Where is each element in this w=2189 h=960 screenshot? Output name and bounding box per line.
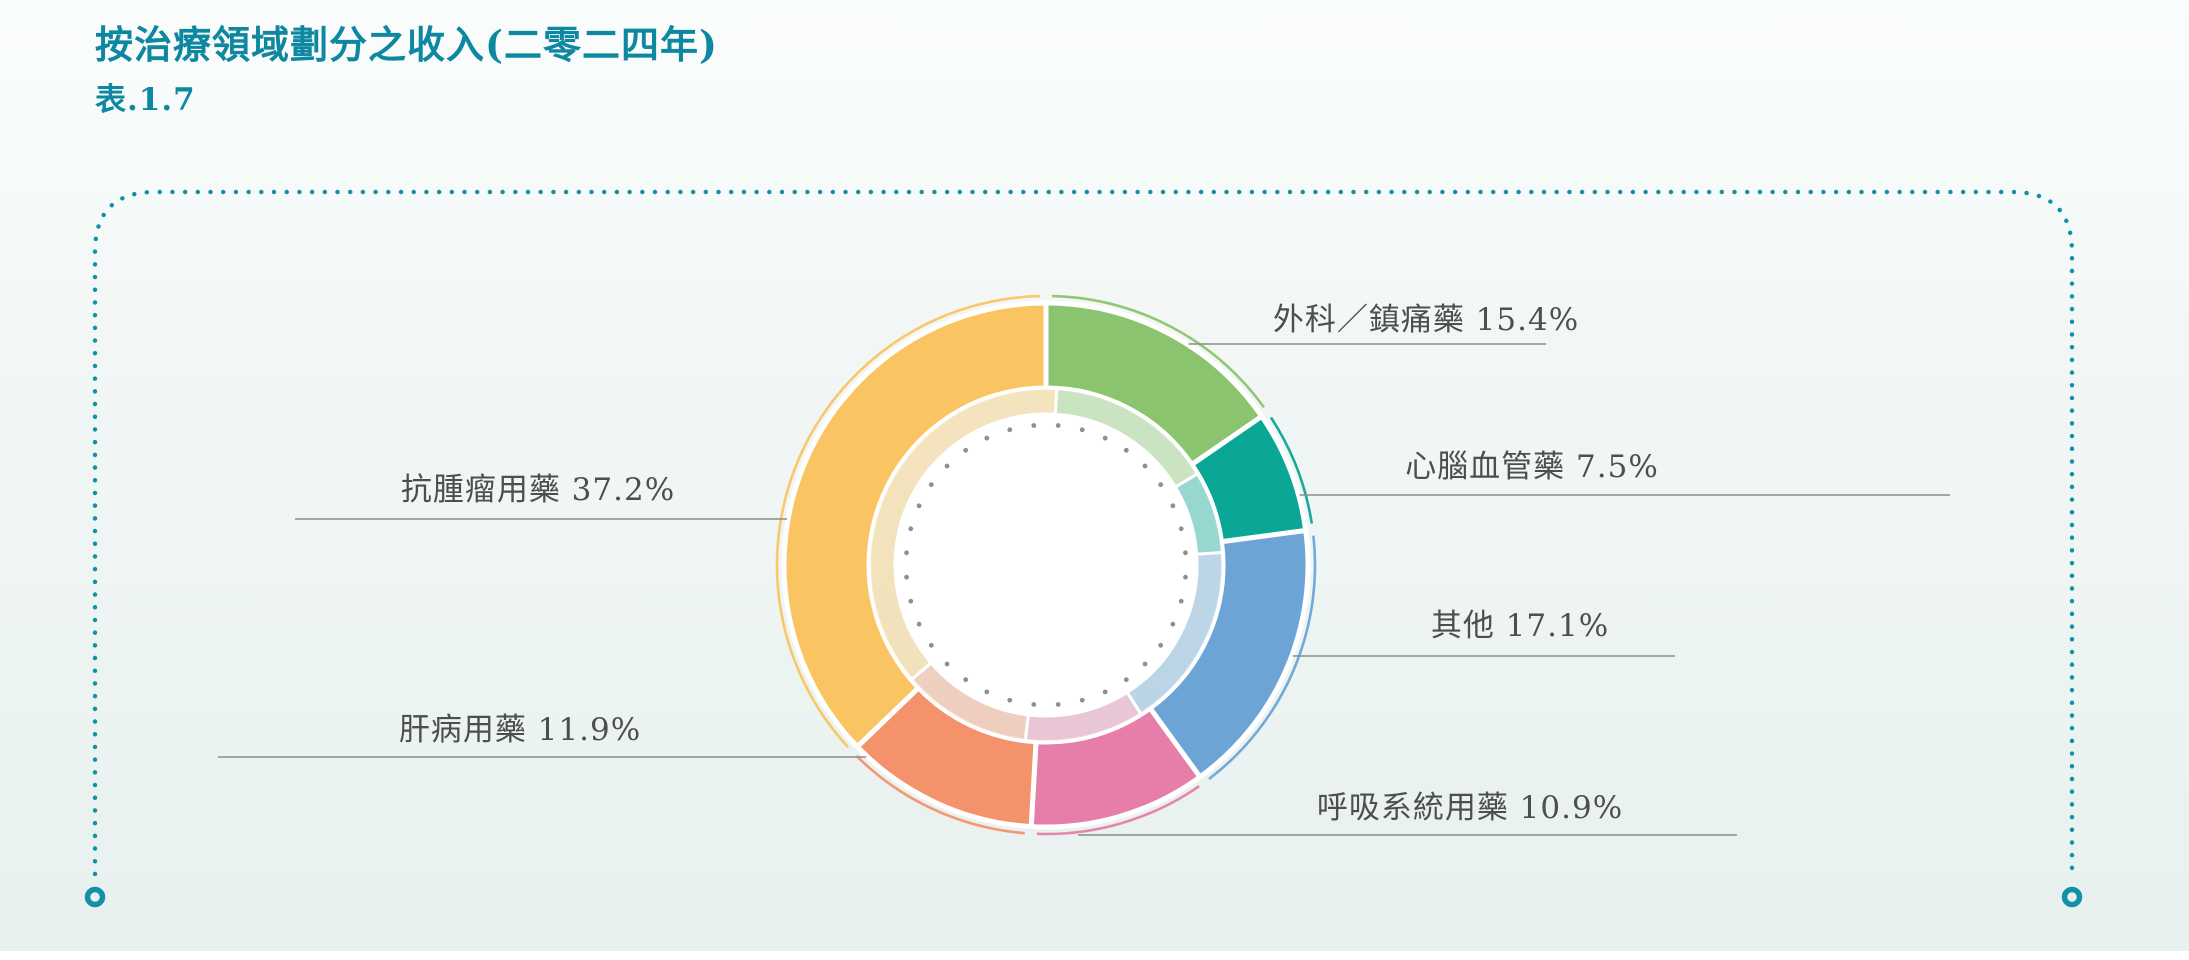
- dotted-frame-border: [92, 189, 2075, 877]
- center-dot: [1158, 482, 1164, 488]
- segment-labels: 外科／鎮痛藥 15.4% 心腦血管藥 7.5% 其他 17.1% 呼吸系統用藥 10.…: [399, 302, 1659, 826]
- bottom-white-strip: [0, 951, 2189, 960]
- center-dot: [1170, 621, 1176, 627]
- donut-halo-hepatic: [855, 755, 1025, 835]
- center-dot: [916, 621, 922, 627]
- center-dot: [1158, 642, 1164, 648]
- frame-endpoint-ring-left: [84, 886, 106, 908]
- center-dot: [1055, 702, 1061, 707]
- donut-center-disc: [894, 413, 1198, 717]
- center-dot: [1183, 550, 1188, 556]
- center-dot: [908, 598, 914, 604]
- center-dot: [1102, 689, 1108, 695]
- segment-label-surgery-analgesics: 外科／鎮痛藥 15.4%: [1273, 302, 1579, 338]
- donut-halo-respiratory: [1036, 785, 1200, 836]
- center-dot: [1183, 574, 1188, 580]
- center-dot: [1079, 697, 1085, 703]
- segment-label-hepatic: 肝病用藥 11.9%: [399, 712, 641, 748]
- center-dot: [963, 447, 969, 453]
- center-dot: [1079, 427, 1085, 433]
- center-dot: [944, 661, 950, 667]
- frame-endpoint-ring-right: [2061, 886, 2083, 908]
- center-dot: [984, 435, 990, 441]
- center-dot: [1142, 661, 1148, 667]
- center-dot: [928, 642, 934, 648]
- donut-halo-cardio-cerebrovascular: [1269, 416, 1314, 524]
- donut-outer-ring: [781, 300, 1311, 830]
- center-dot: [1170, 503, 1176, 509]
- center-dot: [1178, 526, 1184, 532]
- page-title: 按治療領域劃分之收入(二零二四年): [95, 22, 718, 67]
- center-dot: [1031, 702, 1037, 707]
- center-dot: [1123, 677, 1129, 683]
- center-dotted-circle: [904, 423, 1188, 707]
- donut-halo-arcs: [775, 294, 1317, 836]
- segment-label-respiratory: 呼吸系統用藥 10.9%: [1317, 790, 1623, 826]
- center-dot: [916, 503, 922, 509]
- center-dot: [1102, 435, 1108, 441]
- center-dot: [904, 574, 909, 580]
- center-dot: [944, 463, 950, 469]
- center-dot: [904, 550, 909, 556]
- center-dot: [1007, 427, 1013, 433]
- donut-halo-antitumor: [775, 294, 1040, 749]
- center-dot: [963, 677, 969, 683]
- donut-halo-others: [1208, 535, 1317, 781]
- donut-halo-surgery-analgesics: [1052, 294, 1266, 409]
- segment-label-others: 其他 17.1%: [1431, 608, 1609, 644]
- center-dot: [928, 482, 934, 488]
- center-dot: [1007, 697, 1013, 703]
- table-reference: 表.1.7: [95, 82, 196, 118]
- center-dot: [908, 526, 914, 532]
- leader-lines: [218, 343, 1950, 836]
- center-dot: [1031, 423, 1037, 428]
- segment-label-antitumor: 抗腫瘤用藥 37.2%: [401, 472, 675, 508]
- center-dot: [984, 689, 990, 695]
- segment-label-cardio-cerebrovascular: 心腦血管藥 7.5%: [1405, 449, 1659, 485]
- center-dot: [1178, 598, 1184, 604]
- center-dot: [1142, 463, 1148, 469]
- center-dot: [1055, 423, 1061, 428]
- center-dot: [1123, 447, 1129, 453]
